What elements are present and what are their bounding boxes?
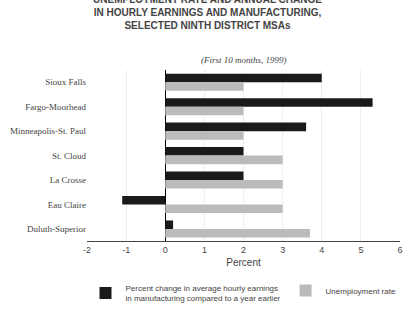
svg-text:St. Cloud: St. Cloud xyxy=(52,151,87,161)
svg-text:UNEMPLOYMENT RATE AND ANNUAL C: UNEMPLOYMENT RATE AND ANNUAL CHANGEIN HO… xyxy=(93,0,322,31)
svg-text:5: 5 xyxy=(358,245,363,255)
svg-text:La Crosse: La Crosse xyxy=(50,175,86,185)
svg-text:6: 6 xyxy=(397,245,402,255)
svg-text:Percent: Percent xyxy=(226,257,261,268)
svg-text:1: 1 xyxy=(202,245,207,255)
svg-text:Duluth-Superior: Duluth-Superior xyxy=(27,224,86,234)
svg-text:0: 0 xyxy=(163,245,168,255)
svg-text:-1: -1 xyxy=(122,245,130,255)
svg-text:-2: -2 xyxy=(83,245,91,255)
svg-text:2: 2 xyxy=(241,245,246,255)
svg-text:Fargo-Moorhead: Fargo-Moorhead xyxy=(25,102,86,112)
svg-text:(First 10 months, 1999): (First 10 months, 1999) xyxy=(201,55,287,65)
svg-text:Eau Claire: Eau Claire xyxy=(48,200,86,210)
svg-text:4: 4 xyxy=(319,245,324,255)
svg-text:Sioux Falls: Sioux Falls xyxy=(45,77,86,87)
svg-text:Percent change in average hour: Percent change in average hourly earning… xyxy=(126,284,281,303)
svg-text:Unemployment rate: Unemployment rate xyxy=(326,287,396,296)
svg-text:Minneapolis-St. Paul: Minneapolis-St. Paul xyxy=(10,126,86,136)
svg-text:3: 3 xyxy=(280,245,285,255)
